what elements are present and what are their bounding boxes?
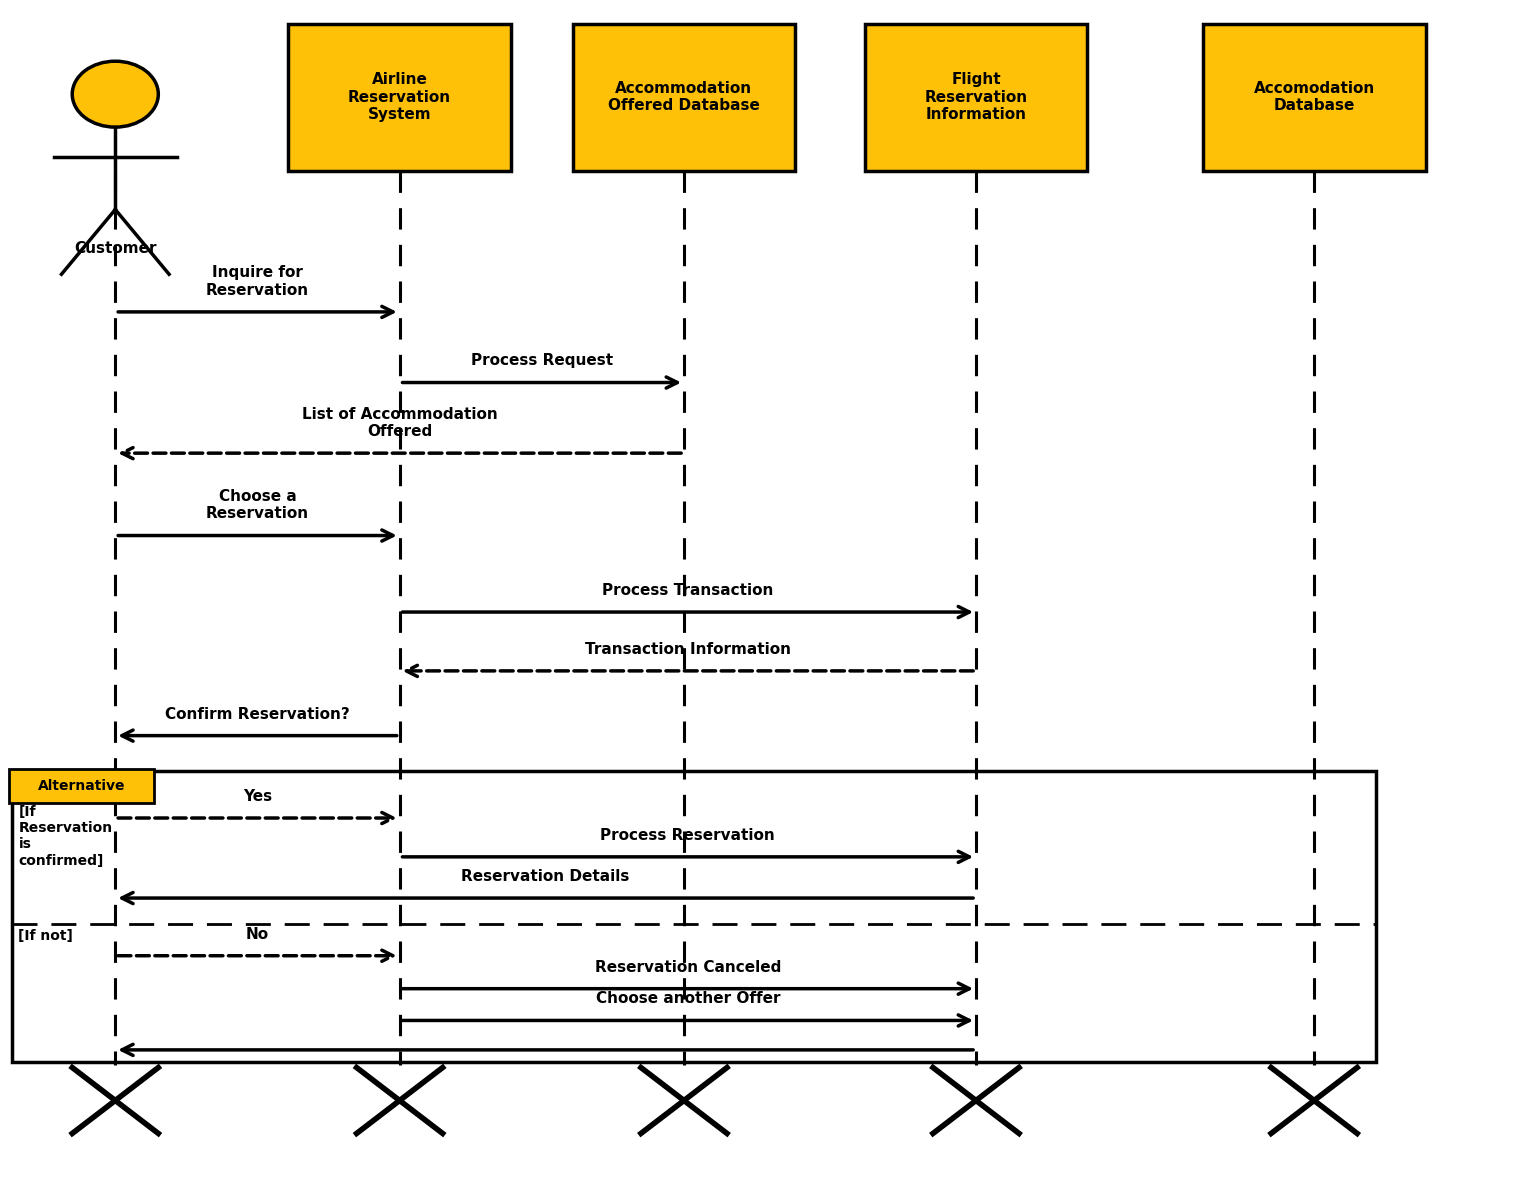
FancyBboxPatch shape <box>9 769 154 803</box>
Circle shape <box>72 61 158 127</box>
Text: Process Request: Process Request <box>470 353 613 368</box>
Bar <box>12 771 1376 1062</box>
Text: Flight
Reservation
Information: Flight Reservation Information <box>924 72 1028 122</box>
Text: Reservation Canceled: Reservation Canceled <box>595 959 781 975</box>
Text: Customer: Customer <box>74 241 157 257</box>
Text: Process Reservation: Process Reservation <box>601 827 775 843</box>
Text: Accomodation
Database: Accomodation Database <box>1254 81 1374 113</box>
Text: [If not]: [If not] <box>18 929 74 943</box>
Text: Reservation Details: Reservation Details <box>461 869 630 884</box>
FancyBboxPatch shape <box>1202 24 1426 171</box>
FancyBboxPatch shape <box>864 24 1088 171</box>
Text: Inquire for
Reservation: Inquire for Reservation <box>206 265 309 298</box>
Text: Confirm Reservation?: Confirm Reservation? <box>164 706 350 722</box>
Text: No: No <box>246 926 269 942</box>
Text: Process Transaction: Process Transaction <box>603 583 773 598</box>
FancyBboxPatch shape <box>289 24 510 171</box>
Text: Choose another Offer: Choose another Offer <box>595 991 781 1006</box>
Text: Transaction Information: Transaction Information <box>584 641 792 657</box>
Text: [If
Reservation
is
confirmed]: [If Reservation is confirmed] <box>18 805 112 867</box>
Text: Accommodation
Offered Database: Accommodation Offered Database <box>609 81 759 113</box>
Text: Alternative: Alternative <box>38 779 124 792</box>
FancyBboxPatch shape <box>573 24 796 171</box>
Text: Choose a
Reservation: Choose a Reservation <box>206 488 309 521</box>
Text: Airline
Reservation
System: Airline Reservation System <box>347 72 452 122</box>
Text: List of Accommodation
Offered: List of Accommodation Offered <box>301 406 498 439</box>
Text: Yes: Yes <box>243 789 272 804</box>
